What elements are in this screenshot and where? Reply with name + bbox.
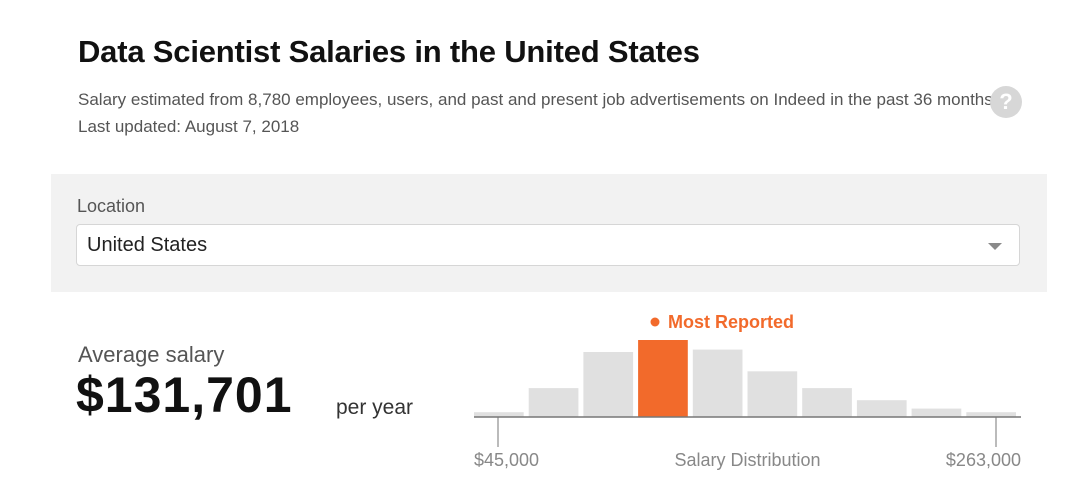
x-axis-title: Salary Distribution: [674, 450, 820, 470]
histogram-bar-most-reported: [638, 340, 688, 417]
histogram-bar: [583, 352, 634, 417]
histogram-bar: [911, 408, 962, 417]
location-label: Location: [77, 196, 146, 216]
location-selected-value: United States: [87, 234, 208, 256]
histogram-bar: [692, 349, 743, 417]
location-panel: Location United States: [51, 174, 1047, 292]
average-salary-unit: per year: [336, 396, 414, 419]
x-axis-min-label: $45,000: [474, 450, 539, 470]
page-title: Data Scientist Salaries in the United St…: [78, 34, 700, 69]
histogram-bar: [747, 371, 798, 417]
location-select[interactable]: United States: [76, 224, 1020, 266]
histogram-bar: [802, 388, 852, 417]
most-reported-dot: [650, 317, 660, 327]
question-mark-icon[interactable]: ?: [990, 86, 1022, 118]
histogram-bar: [966, 412, 1016, 417]
average-salary-label: Average salary: [78, 342, 225, 367]
histogram-bar: [856, 400, 907, 417]
histogram-bar: [528, 388, 579, 417]
average-salary-value: $131,701: [76, 367, 293, 423]
x-axis-max-label: $263,000: [946, 450, 1021, 470]
most-reported-label: Most Reported: [668, 312, 794, 332]
histogram-bar: [474, 412, 524, 417]
chevron-down-icon: [988, 243, 1002, 250]
salary-estimate-note: Salary estimated from 8,780 employees, u…: [78, 90, 998, 136]
